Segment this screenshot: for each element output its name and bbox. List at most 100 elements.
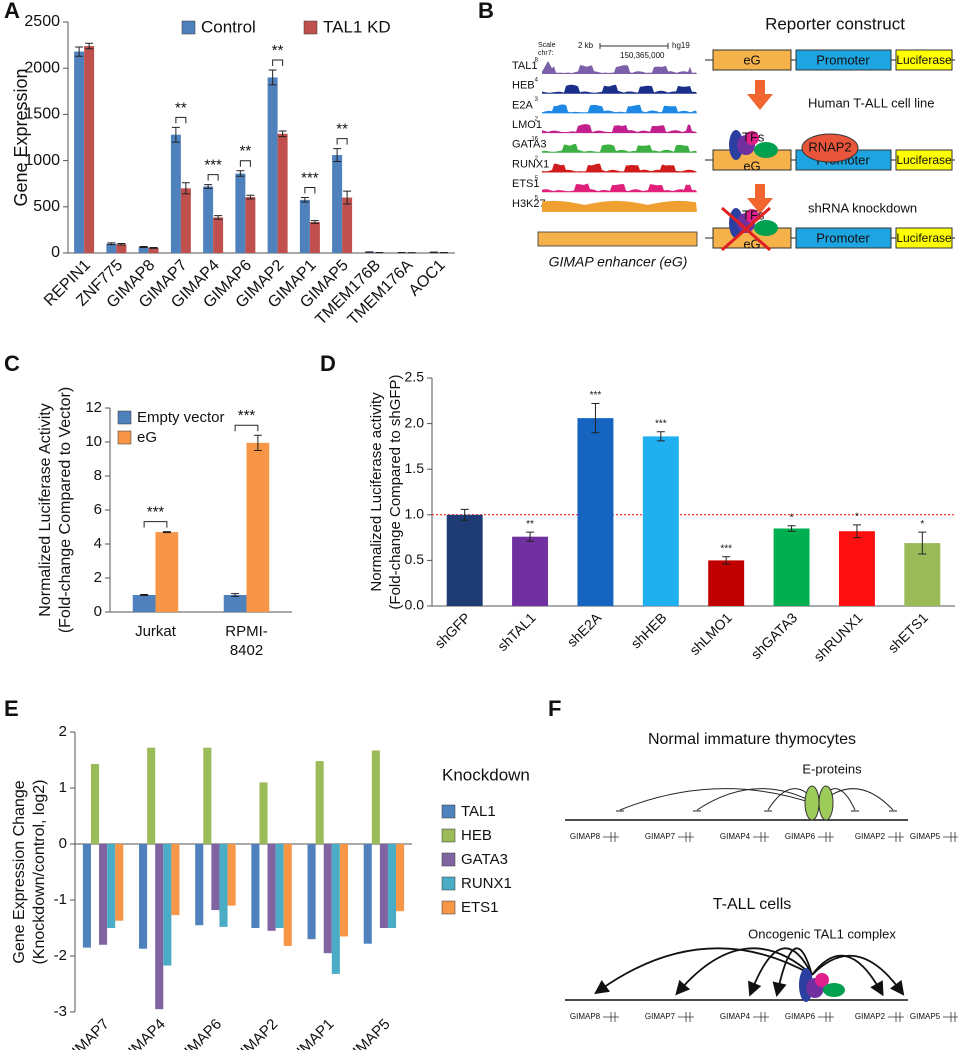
eg-box: [712, 49, 792, 71]
track-label: ETS1: [512, 178, 540, 190]
bar: [299, 199, 310, 253]
y-tick-label: 2: [94, 569, 102, 586]
label: 2 kb: [578, 41, 594, 50]
bar: [163, 844, 172, 966]
error-bar: [171, 126, 180, 143]
error-bar: [278, 130, 287, 138]
bar: [339, 844, 348, 937]
track-signal: [542, 163, 697, 173]
x-tick-label: GIMAP1: [285, 1016, 337, 1050]
tf: [754, 142, 778, 158]
error-bar: [107, 242, 116, 246]
label: Reporter construct: [765, 14, 905, 33]
gene-glyph: [818, 832, 834, 842]
y-tick-label: 1: [59, 779, 67, 796]
bar: [371, 750, 380, 844]
promoter-box: [795, 227, 892, 249]
bar: [223, 595, 247, 612]
significance: **: [175, 99, 187, 116]
track-max: 5: [535, 176, 539, 182]
track-label: TAL1: [512, 60, 537, 72]
track-signal: [542, 200, 697, 212]
interaction: [772, 947, 813, 998]
y-axis-label: Normalized Luciferase Activity: [37, 403, 54, 616]
panel-label: D: [320, 351, 336, 376]
luciferase-box: [895, 49, 953, 71]
y-tick-label: 2.0: [405, 414, 425, 430]
x-tick-label: shHEB: [627, 609, 669, 651]
bar: [307, 844, 316, 940]
error-bar: [656, 431, 665, 442]
track-label: RUNX1: [512, 158, 549, 170]
bar: [106, 243, 117, 253]
interaction: [696, 788, 819, 811]
y-tick-label: 0: [94, 603, 102, 620]
track-max: 2: [535, 156, 539, 162]
bar: [259, 782, 268, 844]
e-protein: [818, 785, 834, 821]
enhancer-region: [537, 231, 698, 247]
x-tick-label: shGATA3: [748, 609, 801, 662]
bar: [246, 442, 270, 612]
significance: *: [790, 512, 794, 523]
error-bar: [300, 197, 309, 203]
gene-label: GIMAP4: [720, 832, 751, 841]
error-bar: [162, 531, 171, 534]
bar: [396, 844, 405, 912]
label: Oncogenic TAL1 complex: [748, 926, 896, 941]
interaction: [811, 954, 905, 996]
x-tick-label: GIMAP7: [61, 1016, 113, 1050]
y-axis-label: Normalized Luciferase activity: [368, 392, 385, 592]
bar: [275, 844, 284, 928]
track-signal: [542, 124, 697, 134]
significance: ***: [720, 543, 732, 554]
bar: [213, 217, 224, 253]
error-bar: [787, 525, 796, 532]
bar: [251, 844, 260, 928]
track-label: LMO1: [512, 119, 542, 131]
bar: [332, 155, 343, 253]
x-tick-label: shETS1: [885, 609, 932, 656]
x-tick-label: shGFP: [431, 609, 473, 651]
significance-bracket: [234, 424, 259, 432]
y-tick-label: 0: [59, 835, 67, 852]
bar: [180, 188, 191, 253]
gene-glyph: [943, 1012, 958, 1022]
bar: [132, 595, 156, 612]
significance-bracket: [239, 160, 251, 167]
gene-label: GIMAP2: [855, 1012, 886, 1021]
bar: [773, 528, 810, 606]
bar: [116, 244, 127, 253]
panel-label: E: [4, 696, 19, 721]
legend-swatch: [117, 410, 132, 425]
legend-label: RUNX1: [461, 875, 512, 892]
gene-glyph: [888, 832, 904, 842]
legend-swatch: [303, 20, 318, 35]
significance: **: [526, 519, 534, 530]
bar: [267, 844, 276, 931]
gene-label: GIMAP8: [570, 1012, 601, 1021]
tf: [745, 131, 759, 145]
x-tick-label: GIMAP5: [341, 1016, 393, 1050]
label: hg19: [672, 41, 690, 50]
label: chr7:: [538, 50, 554, 57]
error-bar: [139, 246, 148, 248]
label: Scale: [538, 42, 556, 49]
y-tick-label: 0.0: [405, 597, 425, 613]
y-tick-label: 2500: [24, 13, 60, 30]
legend-label: Control: [201, 17, 256, 36]
error-bar: [722, 556, 731, 565]
significance: **: [272, 42, 284, 59]
legend-label: eG: [137, 429, 157, 446]
label: eG: [743, 236, 760, 251]
diagram-f: Normal immature thymocytes E-proteins T-AL…: [565, 731, 958, 1022]
label: Promoter: [816, 52, 870, 67]
label: shRNA knockdown: [808, 200, 917, 215]
interaction: [619, 788, 819, 811]
error-bar: [246, 194, 255, 200]
panel-label: A: [4, 0, 20, 23]
significance-bracket: [175, 116, 187, 124]
error-bar: [181, 182, 190, 195]
bar: [363, 844, 372, 944]
